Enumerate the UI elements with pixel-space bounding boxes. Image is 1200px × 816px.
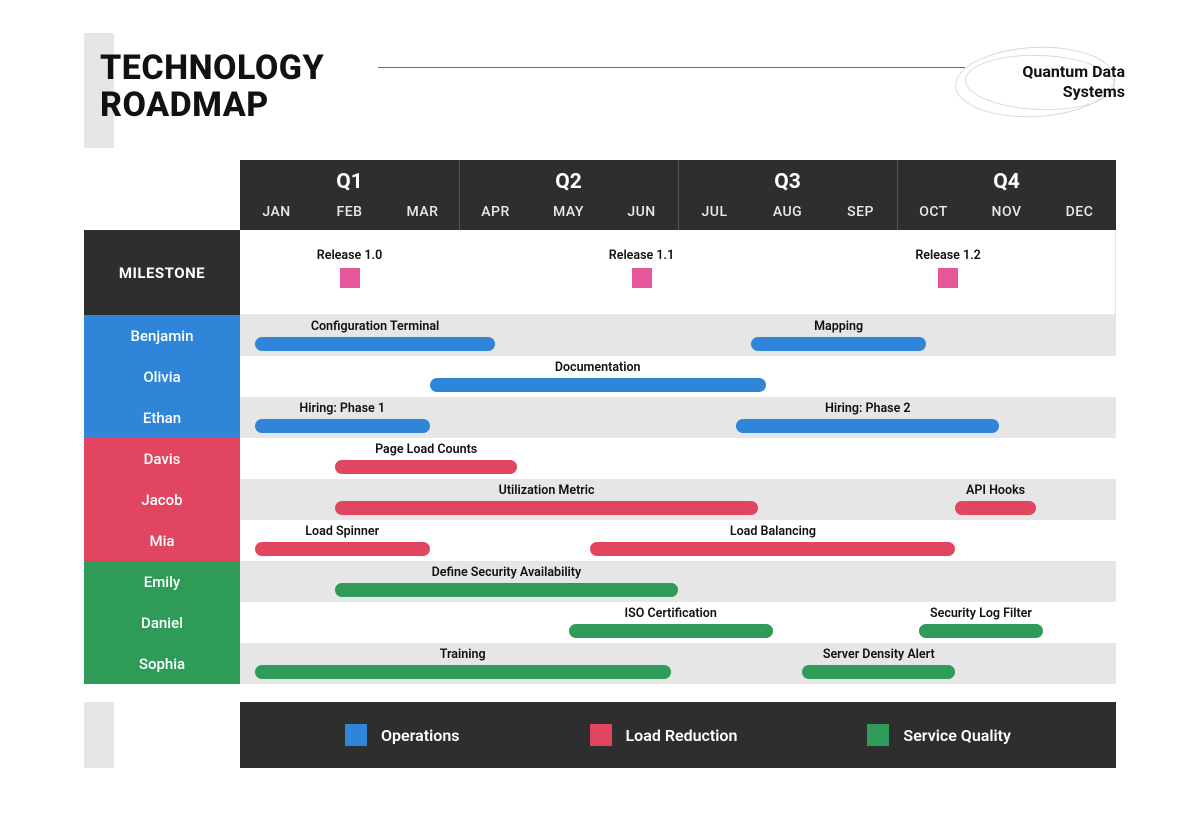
task-bar [736,419,999,433]
task-label: Hiring: Phase 1 [299,401,385,416]
quarter-label: Q4 [993,170,1020,194]
task-bar [255,665,671,679]
month-label: APR [481,204,510,220]
task-label: Hiring: Phase 2 [825,401,911,416]
month-label: JUN [627,204,655,220]
month-label: FEB [337,204,363,220]
milestone-marker [632,268,652,288]
quarter-label: Q3 [774,170,801,194]
task-bar [255,337,496,351]
milestone-track: Release 1.0 Release 1.1 Release 1.2 [240,230,1116,315]
task-label: Security Log Filter [930,606,1032,621]
task-bar [255,419,430,433]
row-track: Documentation [240,356,1116,397]
month-label: OCT [919,204,948,220]
legend-item: Load Reduction [590,724,738,746]
brand-text: Quantum Data Systems [1022,62,1125,102]
task-label: Training [440,647,486,662]
milestone-marker [340,268,360,288]
legend-label: Operations [381,726,459,745]
brand-line-2: Systems [1022,82,1125,102]
task-bar [751,337,926,351]
task-label: Mapping [814,319,863,334]
row-track: Hiring: Phase 1 Hiring: Phase 2 [240,397,1116,438]
row-label: Jacob [84,479,240,520]
task-label: Configuration Terminal [311,319,439,334]
legend-label: Load Reduction [626,726,738,745]
month-label: MAY [553,204,584,220]
milestone-label: Release 1.1 [609,248,674,263]
task-bar [430,378,766,392]
task-label: Server Density Alert [823,647,935,662]
row-label: Mia [84,520,240,561]
task-label: ISO Certification [625,606,717,621]
header-rule [378,67,965,68]
row-label: Emily [84,561,240,602]
task-label: Load Balancing [730,524,816,539]
timeline-header: Q1 Q2 Q3 Q4 JAN FEB MAR APR MAY JUN JUL AUG SEP OCT NO… [240,160,1116,230]
quarter-label: Q1 [336,170,363,194]
task-label: Define Security Availability [432,565,582,580]
task-bar [955,501,1035,515]
row-label: Davis [84,438,240,479]
row-track: Training Server Density Alert [240,643,1116,684]
brand-line-1: Quantum Data [1022,62,1125,82]
row-label: Benjamin [84,315,240,356]
month-label: DEC [1066,204,1094,220]
milestone-row-label: MILESTONE [84,230,240,315]
title-line-1: TECHNOLOGY [100,48,324,88]
row-track: Page Load Counts [240,438,1116,479]
row-label: Olivia [84,356,240,397]
task-label: Load Spinner [305,524,379,539]
task-bar [590,542,955,556]
row-label: Daniel [84,602,240,643]
task-bar [255,542,430,556]
row-label: Ethan [84,397,240,438]
legend: Operations Load Reduction Service Quality [240,702,1116,768]
title-line-2: ROADMAP [100,87,324,124]
task-bar [919,624,1043,638]
row-track: Utilization Metric API Hooks [240,479,1116,520]
month-label: JAN [262,204,290,220]
legend-item: Operations [345,724,459,746]
task-bar [569,624,773,638]
task-label: Page Load Counts [375,442,477,457]
legend-swatch [345,724,367,746]
task-label: Documentation [555,360,641,375]
milestone-label: Release 1.0 [317,248,382,263]
row-track: Load Spinner Load Balancing [240,520,1116,561]
task-bar [802,665,955,679]
task-bar [335,583,678,597]
legend-accent-block [84,702,114,768]
task-label: Utilization Metric [499,483,595,498]
month-label: SEP [847,204,874,220]
month-label: MAR [407,204,439,220]
task-bar [335,501,758,515]
row-label: Sophia [84,643,240,684]
brand-logo: Quantum Data Systems [970,52,1125,117]
legend-item: Service Quality [867,724,1011,746]
legend-swatch [590,724,612,746]
month-label: JUL [702,204,728,220]
task-label: API Hooks [966,483,1025,498]
task-bar [335,460,518,474]
page: TECHNOLOGY ROADMAP Quantum Data Systems … [0,0,1200,816]
milestone-marker [938,268,958,288]
page-title: TECHNOLOGY ROADMAP [100,50,324,125]
month-label: NOV [992,204,1022,220]
month-label: AUG [773,204,802,220]
row-track: ISO Certification Security Log Filter [240,602,1116,643]
milestone-label: Release 1.2 [915,248,980,263]
legend-swatch [867,724,889,746]
row-track: Define Security Availability [240,561,1116,602]
legend-label: Service Quality [903,726,1011,745]
quarter-label: Q2 [555,170,582,194]
row-track: Configuration Terminal Mapping [240,315,1116,356]
